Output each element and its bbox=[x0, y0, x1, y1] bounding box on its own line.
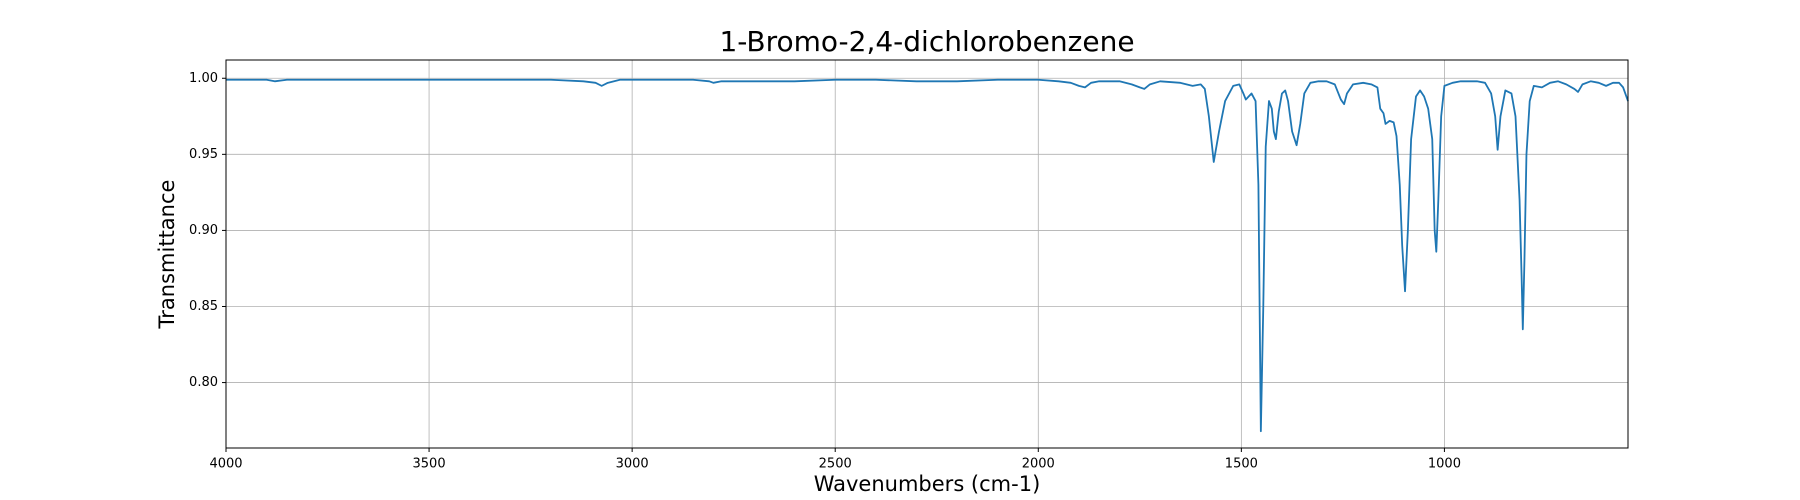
x-tick-label: 3000 bbox=[616, 457, 649, 472]
y-tick-label: 0.95 bbox=[189, 147, 218, 162]
x-tick-label: 1500 bbox=[1225, 457, 1258, 472]
x-tick-label: 2500 bbox=[819, 457, 852, 472]
x-tick-label: 3500 bbox=[413, 457, 446, 472]
x-tick-label: 1000 bbox=[1428, 457, 1461, 472]
chart-title: 1-Bromo-2,4-dichlorobenzene bbox=[719, 25, 1134, 58]
y-tick-label: 1.00 bbox=[189, 71, 218, 86]
plot-frame bbox=[225, 59, 1629, 449]
x-axis-label: Wavenumbers (cm-1) bbox=[814, 472, 1041, 496]
y-tick-label: 0.90 bbox=[189, 223, 218, 238]
y-tick-label: 0.85 bbox=[189, 299, 218, 314]
x-tick-label: 2000 bbox=[1022, 457, 1055, 472]
spectrum-line bbox=[226, 78, 1629, 433]
x-tick-label: 4000 bbox=[209, 457, 242, 472]
y-axis-label: Transmittance bbox=[155, 180, 179, 330]
y-tick-label: 0.80 bbox=[189, 375, 218, 390]
